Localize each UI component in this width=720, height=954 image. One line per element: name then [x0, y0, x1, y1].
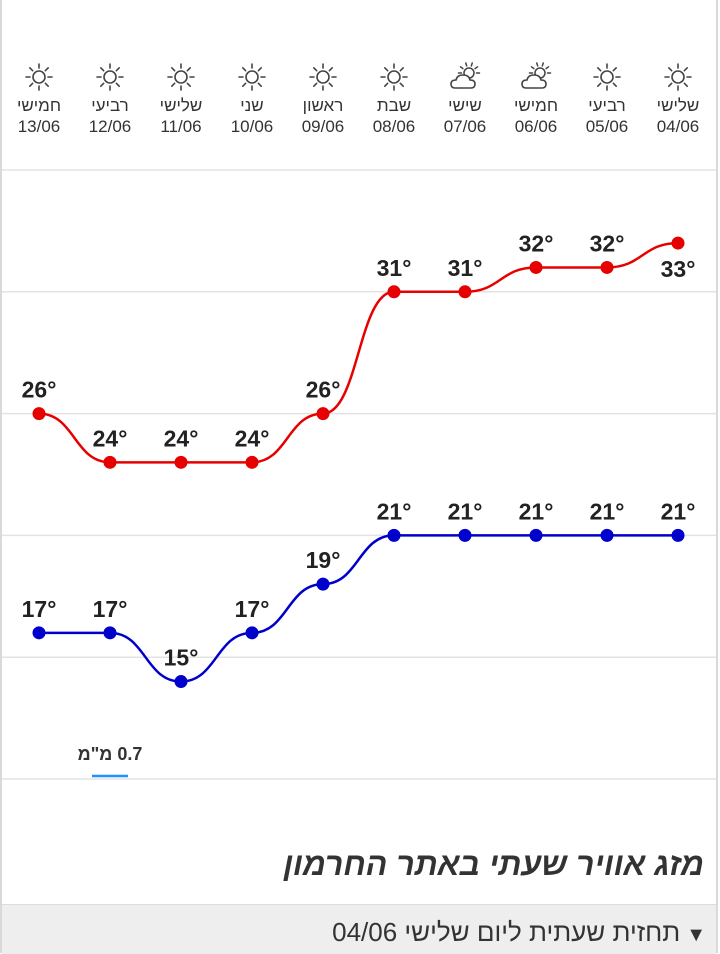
data-label: 26°	[306, 377, 341, 403]
day-name: ראשון	[302, 96, 344, 115]
data-label: 24°	[164, 425, 199, 451]
day-name: שישי	[448, 96, 482, 115]
day-date: 10/06	[230, 117, 274, 136]
data-label: 21°	[377, 498, 412, 524]
day-column: רביעי 05/06	[572, 60, 642, 138]
day-date: 09/06	[301, 117, 345, 136]
data-label: 21°	[661, 498, 696, 524]
day-date: 13/06	[17, 117, 61, 136]
data-label: 24°	[93, 425, 128, 451]
data-point	[671, 236, 685, 250]
day-date: 11/06	[160, 117, 202, 136]
data-point	[458, 285, 472, 299]
right-border	[716, 0, 718, 953]
day-column: שישי 07/06	[430, 60, 500, 138]
data-label: 15°	[164, 645, 199, 671]
sun-icon	[167, 63, 195, 91]
data-point	[529, 528, 543, 542]
data-label: 31°	[448, 255, 483, 281]
data-label: 33°	[661, 256, 696, 282]
hourly-forecast-label[interactable]: ▼תחזית שעתית ליום שלישי 04/06	[332, 917, 706, 948]
day-name: חמישי	[16, 96, 62, 115]
sun-icon	[593, 63, 621, 91]
sun-icon	[25, 63, 53, 91]
data-label: 32°	[590, 230, 625, 256]
day-name: שני	[240, 96, 264, 115]
data-point	[387, 528, 401, 542]
day-date: 06/06	[514, 117, 558, 136]
data-label: 24°	[235, 425, 270, 451]
precipitation-label: 0.7 מ"מ	[78, 744, 143, 764]
day-name: רביעי	[91, 96, 129, 115]
sun-icon	[238, 63, 266, 91]
sun-icon	[664, 63, 692, 91]
data-label: 21°	[519, 498, 554, 524]
data-point	[316, 577, 330, 591]
data-label: 17°	[22, 596, 57, 622]
data-label: 31°	[377, 255, 412, 281]
data-label: 21°	[448, 498, 483, 524]
data-point	[671, 528, 685, 542]
data-point	[32, 626, 46, 640]
day-date: 05/06	[585, 117, 629, 136]
sun-icon	[380, 63, 408, 91]
day-date: 07/06	[443, 117, 487, 136]
data-point	[458, 528, 472, 542]
data-point	[600, 528, 614, 542]
series-line-high	[38, 241, 679, 464]
data-point	[174, 675, 188, 689]
temperature-chart: 26° 24° 24° 24° 26° 31° 31° 32° 32° 33° 17° 17° 15° 1…	[2, 169, 716, 780]
day-name: שלישי	[656, 96, 700, 115]
data-point	[174, 455, 188, 469]
day-name: רביעי	[588, 96, 626, 115]
day-date: 08/06	[372, 117, 416, 136]
data-label: 19°	[306, 547, 341, 573]
data-label: 17°	[93, 596, 128, 622]
data-point	[103, 626, 117, 640]
data-point	[387, 285, 401, 299]
day-name: שבת	[376, 96, 412, 115]
data-point	[32, 407, 46, 421]
day-column: שני 10/06	[217, 60, 287, 138]
day-name: שלישי	[159, 96, 203, 115]
data-label: 17°	[235, 596, 270, 622]
day-name: חמישי	[513, 96, 559, 115]
hourly-forecast-toggle[interactable]: ▼תחזית שעתית ליום שלישי 04/06	[2, 904, 716, 954]
series-line-low	[38, 534, 678, 683]
sun-icon	[309, 63, 337, 91]
day-column: חמישי 06/06	[501, 60, 571, 138]
day-column: שלישי 11/06	[146, 60, 216, 138]
data-point	[103, 455, 117, 469]
triangle-down-icon: ▼	[686, 924, 706, 946]
page-title: מזג אוויר שעתי באתר החרמון	[283, 846, 704, 882]
day-date: 12/06	[88, 117, 132, 136]
data-label: 32°	[519, 230, 554, 256]
data-point	[245, 455, 259, 469]
forecast-text: תחזית שעתית ליום שלישי 04/06	[332, 917, 681, 947]
left-border	[0, 0, 2, 953]
day-column: שלישי 04/06	[643, 60, 713, 138]
day-column: שבת 08/06	[359, 60, 429, 138]
data-point	[600, 260, 614, 274]
day-column: חמישי 13/06	[4, 60, 74, 138]
data-point	[529, 260, 543, 274]
data-point	[245, 626, 259, 640]
day-column: רביעי 12/06	[75, 60, 145, 138]
sun-icon	[96, 63, 124, 91]
partly-cloudy-icon	[521, 62, 552, 89]
day-date: 04/06	[656, 117, 700, 136]
data-label: 26°	[22, 377, 57, 403]
data-point	[316, 407, 330, 421]
day-strip: חמישי 13/06 רביעי 12/06 שלישי 11/06 שני 10/06 רא…	[0, 0, 720, 170]
day-column: ראשון 09/06	[288, 60, 358, 138]
partly-cloudy-icon	[450, 62, 481, 89]
data-label: 21°	[590, 498, 625, 524]
